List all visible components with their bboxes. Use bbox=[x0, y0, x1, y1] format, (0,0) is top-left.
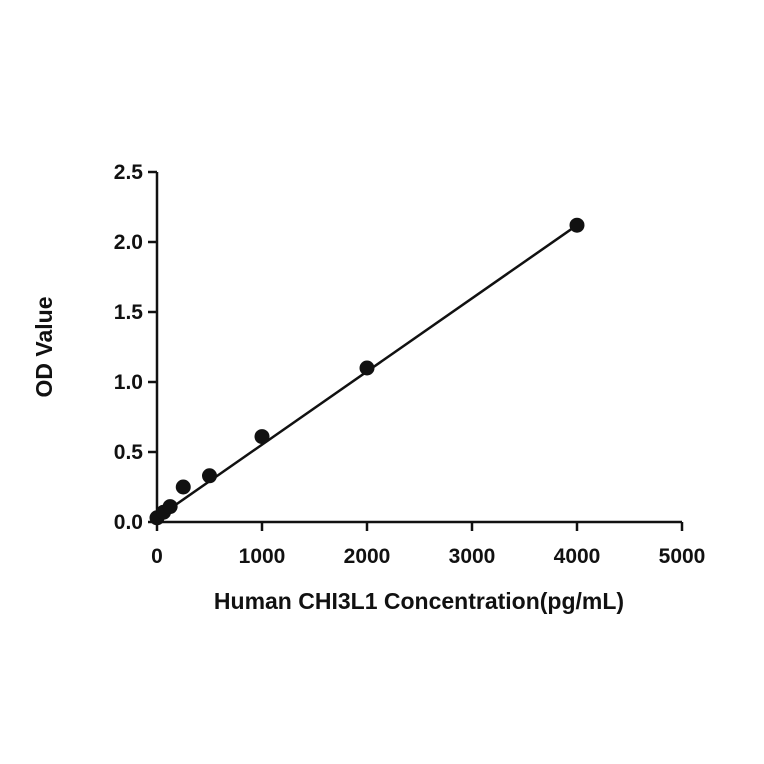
x-tick-label: 5000 bbox=[659, 545, 706, 568]
data-point bbox=[202, 468, 217, 484]
y-tick-label: 0.5 bbox=[114, 441, 144, 464]
data-point bbox=[254, 429, 270, 445]
data-point bbox=[359, 360, 375, 376]
x-tick-label: 1000 bbox=[239, 545, 286, 568]
data-point bbox=[162, 499, 178, 515]
y-axis: 0.0 0.5 1.0 1.5 2.0 2.5 bbox=[114, 161, 159, 534]
data-point bbox=[175, 479, 191, 495]
x-tick-label: 4000 bbox=[554, 545, 601, 568]
x-tick-label: 3000 bbox=[449, 545, 496, 568]
y-axis-title: OD Value bbox=[31, 297, 57, 398]
x-axis: 0 1000 2000 3000 4000 5000 bbox=[151, 520, 706, 568]
y-tick-label: 2.0 bbox=[114, 231, 143, 254]
data-point bbox=[569, 217, 585, 233]
x-tick-label: 0 bbox=[151, 545, 163, 568]
y-tick-label: 2.5 bbox=[114, 161, 144, 184]
plot-area bbox=[149, 217, 585, 526]
y-tick-label: 1.5 bbox=[114, 301, 144, 324]
x-tick-label: 2000 bbox=[344, 545, 391, 568]
y-tick-label: 0.0 bbox=[114, 511, 143, 534]
y-tick-label: 1.0 bbox=[114, 371, 143, 394]
x-axis-title: Human CHI3L1 Concentration(pg/mL) bbox=[214, 588, 624, 614]
